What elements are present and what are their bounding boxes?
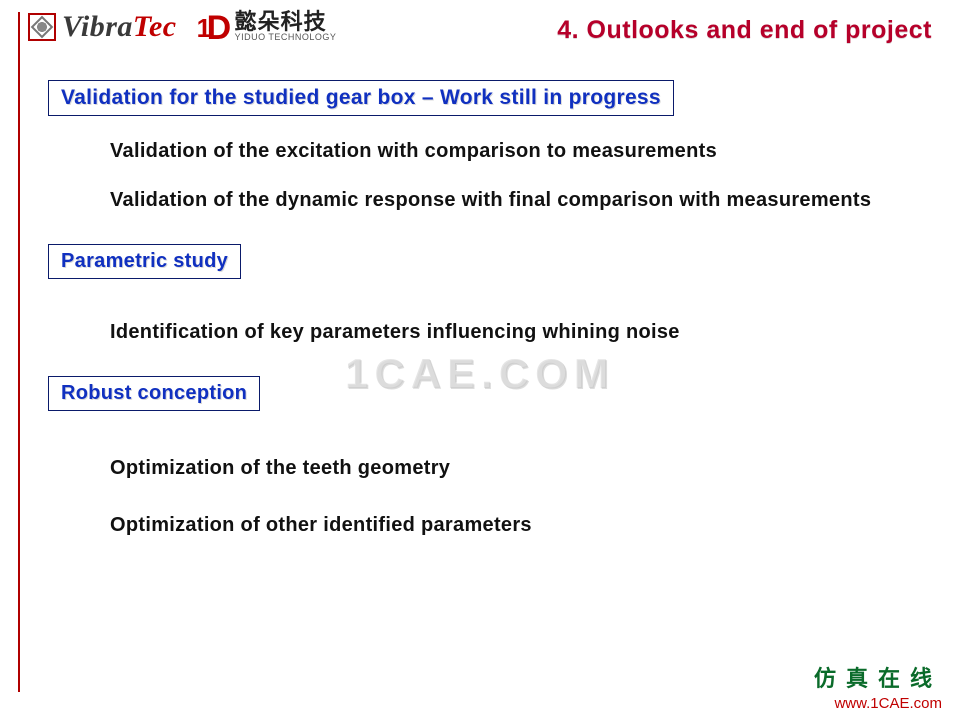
- heading-parametric: Parametric study: [48, 244, 241, 279]
- logo-row: VibraTec 1D 懿朵科技 YIDUO TECHNOLOGY: [28, 10, 336, 44]
- slide: VibraTec 1D 懿朵科技 YIDUO TECHNOLOGY 4. Out…: [0, 0, 960, 720]
- bullet-text: Optimization of other identified paramet…: [110, 512, 930, 539]
- bullet-text: Optimization of the teeth geometry: [110, 455, 930, 482]
- left-accent-rule: [18, 12, 20, 692]
- yiduo-mark-icon: 1D: [195, 11, 229, 43]
- footer-url: www.1CAE.com: [814, 695, 942, 712]
- bullets-validation: Validation of the excitation with compar…: [110, 138, 930, 214]
- block-robust: Robust conception Optimization of the te…: [48, 376, 930, 539]
- yiduo-text-stack: 懿朵科技 YIDUO TECHNOLOGY: [235, 11, 337, 43]
- section-title: 4. Outlooks and end of project: [557, 16, 932, 45]
- bullets-parametric: Identification of key parameters influen…: [110, 319, 930, 346]
- yiduo-logo: 1D 懿朵科技 YIDUO TECHNOLOGY: [195, 11, 337, 43]
- vibratec-wordmark: VibraTec: [62, 10, 177, 44]
- bullet-text: Identification of key parameters influen…: [110, 319, 930, 346]
- yiduo-en: YIDUO TECHNOLOGY: [235, 33, 337, 43]
- footer: 仿真在线 www.1CAE.com: [814, 661, 942, 712]
- block-validation: Validation for the studied gear box – Wo…: [48, 80, 930, 214]
- heading-validation: Validation for the studied gear box – Wo…: [48, 80, 674, 116]
- vibratec-logo: VibraTec: [28, 10, 177, 44]
- vibratec-text-part2: Tec: [133, 10, 177, 43]
- heading-robust: Robust conception: [48, 376, 260, 411]
- slide-header: VibraTec 1D 懿朵科技 YIDUO TECHNOLOGY 4. Out…: [0, 0, 960, 60]
- slide-content: Validation for the studied gear box – Wo…: [48, 80, 930, 569]
- yiduo-cn: 懿朵科技: [235, 11, 337, 33]
- vibratec-text-part1: Vibra: [62, 10, 133, 43]
- bullet-text: Validation of the excitation with compar…: [110, 138, 930, 165]
- bullets-robust: Optimization of the teeth geometry Optim…: [110, 455, 930, 539]
- footer-cn: 仿真在线: [814, 661, 942, 693]
- vibratec-mark-icon: [28, 13, 56, 41]
- bullet-text: Validation of the dynamic response with …: [110, 187, 930, 214]
- block-parametric: Parametric study Identification of key p…: [48, 244, 930, 346]
